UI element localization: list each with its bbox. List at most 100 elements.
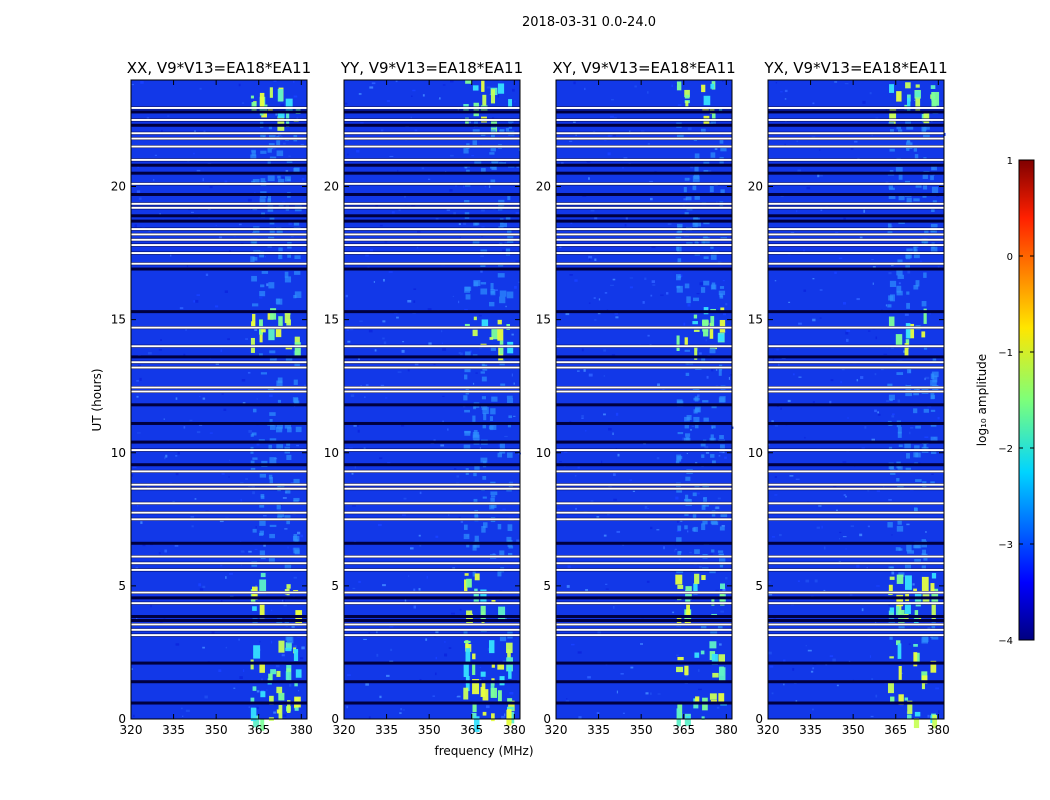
blank-row: [131, 244, 307, 247]
noise-pixel: [131, 668, 133, 670]
blank-row: [556, 326, 732, 329]
noise-pixel: [402, 709, 405, 711]
band-patch: [276, 503, 281, 510]
noise-pixel: [864, 426, 867, 429]
band-patch: [267, 387, 274, 393]
noise-pixel: [715, 589, 719, 591]
band-patch: [889, 84, 895, 93]
noise-pixel: [560, 162, 564, 165]
noise-pixel: [578, 716, 582, 719]
band-patch: [692, 512, 697, 519]
band-patch: [490, 179, 496, 183]
noise-pixel: [819, 317, 822, 319]
blank-row: [344, 206, 520, 209]
band-patch: [267, 147, 272, 153]
noise-pixel: [364, 396, 366, 398]
blank-row: [131, 449, 307, 452]
blank-row: [768, 233, 944, 236]
flagged-row: [768, 701, 944, 705]
flagged-row: [131, 614, 307, 618]
noise-pixel: [818, 149, 821, 151]
blank-row: [768, 137, 944, 140]
panel-title: YY, V9*V13=EA18*EA11: [340, 59, 523, 77]
band-patch: [701, 716, 705, 720]
band-patch: [711, 460, 716, 464]
noise-pixel: [796, 140, 799, 143]
band-patch: [703, 485, 710, 489]
band-patch: [277, 399, 281, 403]
band-patch: [260, 178, 266, 183]
noise-pixel: [380, 384, 385, 387]
noise-pixel: [204, 695, 208, 699]
band-patch: [930, 175, 934, 181]
band-patch: [286, 636, 294, 644]
noise-pixel: [596, 516, 600, 518]
band-patch: [711, 110, 716, 121]
noise-pixel: [856, 298, 860, 301]
noise-pixel: [282, 497, 287, 499]
band-patch: [904, 697, 909, 701]
band-patch: [293, 221, 300, 226]
y-tick-label: 0: [543, 712, 551, 726]
noise-pixel: [252, 491, 255, 495]
band-patch: [896, 290, 903, 296]
band-patch: [922, 127, 927, 131]
blank-row: [131, 555, 307, 558]
noise-pixel: [593, 297, 596, 299]
noise-pixel: [448, 647, 452, 649]
band-patch: [709, 570, 716, 574]
noise-pixel: [517, 452, 521, 455]
band-patch: [897, 643, 902, 659]
noise-pixel: [290, 236, 294, 238]
band-patch: [896, 124, 902, 130]
flagged-row: [556, 171, 732, 175]
band-patch: [914, 558, 921, 565]
blank-row: [344, 345, 520, 348]
band-patch: [473, 120, 478, 128]
band-patch: [718, 654, 726, 663]
noise-pixel: [842, 536, 847, 538]
blank-row: [768, 238, 944, 241]
band-patch: [250, 154, 257, 160]
y-tick-label: 10: [536, 446, 551, 460]
noise-pixel: [649, 180, 653, 183]
band-patch: [293, 533, 298, 541]
noise-pixel: [856, 379, 859, 382]
noise-pixel: [456, 695, 461, 698]
band-patch: [907, 550, 915, 554]
noise-pixel: [400, 708, 402, 711]
noise-pixel: [649, 197, 653, 201]
flagged-row: [131, 421, 307, 425]
noise-pixel: [874, 409, 877, 413]
noise-pixel: [418, 588, 421, 591]
band-patch: [710, 246, 714, 249]
band-patch: [700, 625, 707, 630]
band-patch: [268, 124, 273, 130]
noise-pixel: [387, 462, 391, 464]
noise-pixel: [147, 485, 150, 488]
blank-row: [768, 518, 944, 521]
colorbar-label: log₁₀ amplitude: [975, 354, 989, 446]
band-patch: [711, 653, 718, 665]
noise-pixel: [830, 379, 834, 382]
noise-pixel: [798, 322, 802, 325]
noise-pixel: [275, 664, 280, 668]
blank-row: [768, 562, 944, 565]
noise-pixel: [199, 588, 204, 591]
flagged-row: [131, 701, 307, 705]
band-patch: [251, 151, 256, 156]
noise-pixel: [686, 452, 688, 455]
noise-pixel: [605, 588, 609, 590]
noise-pixel: [904, 313, 909, 316]
noise-pixel: [722, 280, 725, 282]
blank-row: [344, 158, 520, 161]
noise-pixel: [369, 86, 374, 89]
flagged-row: [344, 110, 520, 114]
blank-row: [131, 145, 307, 148]
noise-pixel: [154, 154, 158, 156]
noise-pixel: [886, 400, 890, 402]
flagged-row: [131, 618, 307, 622]
band-patch: [472, 239, 480, 243]
band-patch: [490, 491, 498, 496]
flagged-row: [344, 541, 520, 545]
